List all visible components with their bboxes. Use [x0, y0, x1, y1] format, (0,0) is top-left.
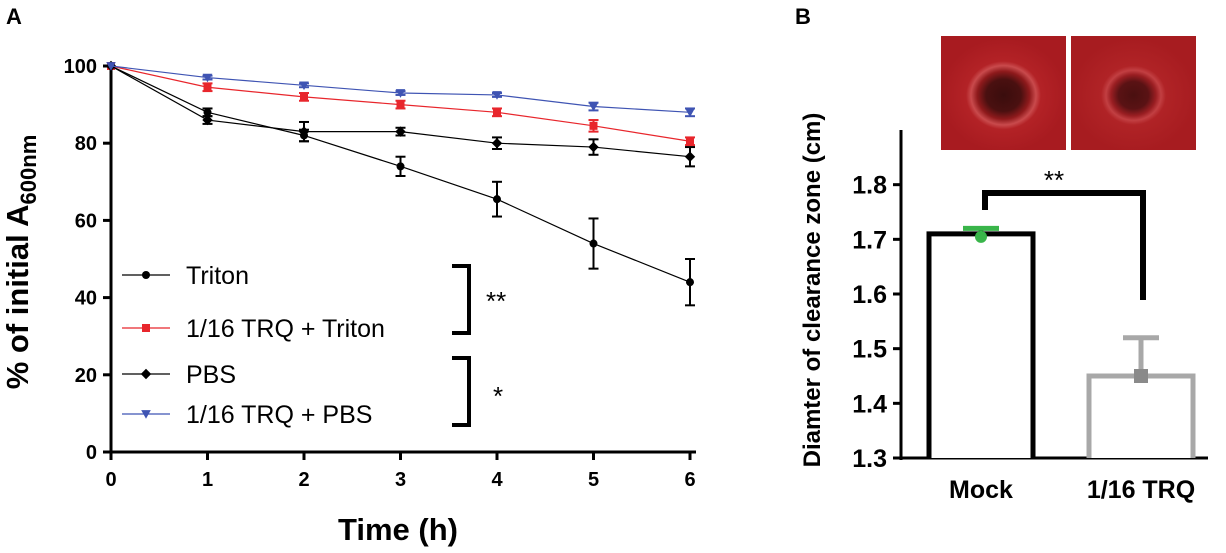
legend-label: 1/16 TRQ + PBS — [186, 401, 372, 429]
plate-trq-photo — [1071, 36, 1196, 150]
series-1-16-trq-pbs — [106, 62, 695, 118]
panel-b-y-tick-label: 1.8 — [852, 172, 887, 200]
legend-marker — [140, 368, 152, 380]
bar-mean-point — [1134, 369, 1148, 383]
data-point — [203, 108, 212, 117]
legend-entry: Triton — [122, 262, 249, 290]
panel-a-x-tick-label: 2 — [298, 469, 309, 491]
significance-a-2: * — [493, 381, 503, 411]
bar-mock: Mock — [926, 225, 1036, 504]
panel-a-y-tick-label: 0 — [86, 442, 97, 464]
panel-a-y-axis-label: % of initial A600nm — [0, 135, 41, 390]
data-point — [588, 102, 599, 112]
data-point — [202, 73, 213, 83]
bar-mean-point — [975, 230, 987, 243]
bracket-triton — [452, 264, 471, 335]
data-point — [298, 126, 310, 137]
panel-a-x-tick-label: 4 — [491, 469, 503, 491]
legend-label: PBS — [186, 361, 236, 389]
panel-a-series — [105, 60, 696, 307]
bracket-b — [982, 190, 1146, 300]
data-point — [299, 81, 309, 91]
legend-entry: PBS — [122, 361, 236, 389]
panel-b-y-tick-label: 1.3 — [852, 445, 887, 473]
y-label-main: % of initial A — [0, 204, 35, 389]
panel-a-y-tick-label: 60 — [75, 210, 97, 232]
panel-a-y-tick-label: 20 — [75, 365, 97, 387]
legend-marker — [142, 324, 150, 332]
bracket-pbs — [452, 356, 471, 427]
plate-image-trq — [1071, 36, 1196, 150]
significance-b: ** — [1044, 165, 1064, 195]
panel-b-y-tick-label: 1.6 — [852, 281, 887, 309]
data-point — [685, 108, 695, 118]
data-point — [202, 114, 213, 126]
panel-a-y-tick-label: 80 — [75, 133, 97, 155]
svg-text:% of initial A600nm: % of initial A600nm — [0, 135, 41, 390]
data-point — [589, 121, 598, 130]
bar-1-16-trq: 1/16 TRQ — [1086, 335, 1196, 504]
panel-b-significance-bracket: ** — [982, 165, 1146, 300]
panel-b-axes: 1.3 1.4 1.5 1.6 1.7 1.8 — [852, 130, 1208, 473]
legend-entry: 1/16 TRQ + Triton — [122, 315, 385, 343]
plate-image-mock — [941, 36, 1066, 150]
panel-a-significance-brackets: ** * — [452, 264, 506, 427]
panel-a-x-tick-label: 6 — [684, 469, 695, 491]
panel-a-x-axis-label: Time (h) — [338, 512, 458, 547]
plate-mock-photo — [941, 36, 1066, 150]
bar — [1086, 373, 1196, 458]
panel-b-x-tick-label: 1/16 TRQ — [1087, 476, 1195, 504]
data-point — [300, 92, 308, 101]
panel-b-bars: Mock 1/16 TRQ — [926, 225, 1196, 504]
panel-a-legend: Triton 1/16 TRQ + Triton PBS 1/16 TRQ + PBS — [122, 262, 385, 429]
data-point — [492, 91, 502, 100]
panel-a-x-tick-label: 5 — [588, 469, 599, 491]
panel-b-x-tick-label: Mock — [949, 476, 1013, 504]
y-label-subscript: 600nm — [16, 135, 41, 205]
data-point — [395, 126, 406, 137]
data-point — [491, 138, 503, 149]
legend-label: 1/16 TRQ + Triton — [186, 315, 385, 343]
data-point — [493, 195, 501, 204]
panel-b-label: B — [795, 4, 811, 29]
panel-b-y-tick-label: 1.4 — [852, 390, 887, 418]
data-point — [395, 89, 406, 98]
panel-a-x-tick-label: 0 — [105, 469, 116, 491]
panel-b-y-tick-label: 1.7 — [852, 226, 887, 254]
panel-b-y-axis-label: Diamter of clearance zone (cm) — [799, 113, 826, 468]
significance-a-1: ** — [486, 286, 506, 316]
data-point — [396, 100, 405, 109]
bar — [926, 231, 1036, 458]
data-point — [493, 108, 501, 117]
legend-label: Triton — [186, 262, 249, 290]
data-point — [589, 239, 598, 248]
data-point — [686, 278, 694, 287]
panel-a-y-tick-label: 40 — [75, 288, 97, 310]
series-line — [110, 65, 691, 158]
data-point — [106, 62, 116, 71]
panel-b-y-tick-label: 1.5 — [852, 336, 887, 364]
legend-marker — [142, 271, 150, 279]
panel-a-y-tick-label: 100 — [64, 56, 97, 78]
legend-entry: 1/16 TRQ + PBS — [122, 401, 372, 429]
data-point — [686, 137, 694, 146]
legend-marker — [141, 410, 151, 419]
data-point — [588, 141, 599, 153]
data-point — [396, 162, 405, 171]
data-point — [684, 151, 696, 162]
panel-a-label: A — [6, 4, 22, 29]
panel-a-x-tick-label: 3 — [395, 469, 406, 491]
data-point — [203, 83, 212, 92]
panel-a-x-tick-label: 1 — [202, 469, 213, 491]
series-pbs — [105, 60, 696, 168]
